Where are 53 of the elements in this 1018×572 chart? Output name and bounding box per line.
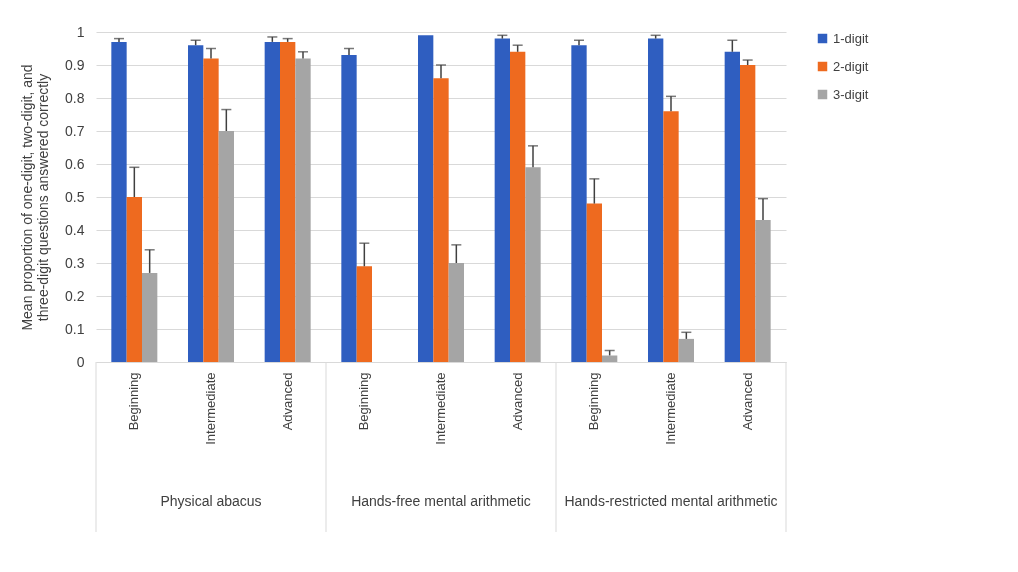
bar bbox=[218, 131, 234, 362]
x-tick-label: Beginning bbox=[586, 372, 602, 431]
x-tick-label: Intermediate bbox=[433, 372, 448, 445]
bar bbox=[586, 203, 602, 362]
x-tick-label: Advanced bbox=[509, 372, 525, 431]
y-tick-label: 0.1 bbox=[65, 320, 85, 337]
y-tick-label: 0.5 bbox=[65, 188, 85, 205]
legend-label: 2-digit bbox=[833, 58, 869, 74]
bar bbox=[280, 41, 296, 362]
x-tick-label: Beginning bbox=[126, 372, 142, 431]
x-tick-label: Advanced bbox=[739, 372, 755, 431]
bar bbox=[678, 338, 694, 362]
bar bbox=[188, 45, 204, 362]
y-tick-label: 1 bbox=[76, 23, 85, 40]
y-tick-label: 0.8 bbox=[65, 89, 85, 106]
bar bbox=[663, 111, 679, 362]
bar bbox=[295, 58, 311, 362]
bar bbox=[755, 220, 771, 362]
y-tick-label: 0.2 bbox=[65, 287, 85, 304]
bar bbox=[126, 197, 142, 362]
y-tick-label: 0.3 bbox=[65, 254, 85, 271]
legend-label: 1-digit bbox=[833, 30, 869, 46]
bar bbox=[111, 41, 127, 362]
text: Hands-free mental arithmetic bbox=[351, 493, 531, 509]
x-tick-label: Advanced bbox=[279, 372, 295, 431]
legend-label: 3-digit bbox=[833, 86, 869, 102]
x-tick-label: Beginning bbox=[356, 372, 372, 431]
bar bbox=[494, 38, 510, 362]
x-tick-label: Intermediate bbox=[203, 372, 218, 445]
y-tick-label: 0.4 bbox=[65, 221, 85, 238]
y-tick-label: 0.9 bbox=[65, 56, 85, 73]
x-tick-label: Intermediate bbox=[663, 372, 678, 445]
bar bbox=[602, 355, 618, 362]
bar bbox=[142, 272, 158, 362]
bar bbox=[203, 58, 219, 362]
y-tick-label: 0.6 bbox=[65, 155, 85, 172]
bar bbox=[264, 41, 280, 362]
bar bbox=[740, 65, 756, 362]
bar bbox=[356, 266, 372, 362]
y-tick-label: 0 bbox=[76, 353, 85, 370]
bar bbox=[341, 55, 357, 362]
y-tick-label: 0.7 bbox=[65, 122, 85, 139]
text: Hands-restricted mental arithmetic bbox=[564, 493, 778, 509]
bar bbox=[510, 51, 526, 362]
text: Physical abacus bbox=[160, 493, 262, 509]
bar bbox=[571, 45, 587, 362]
bar bbox=[448, 263, 464, 362]
bar bbox=[724, 51, 740, 362]
bar bbox=[525, 167, 541, 362]
y-axis-title: Mean proportion of one-digit, two-digit, and three-digit questions answered correctly bbox=[19, 64, 52, 331]
bar bbox=[648, 38, 664, 362]
bar bbox=[418, 35, 434, 362]
bar bbox=[433, 78, 449, 362]
